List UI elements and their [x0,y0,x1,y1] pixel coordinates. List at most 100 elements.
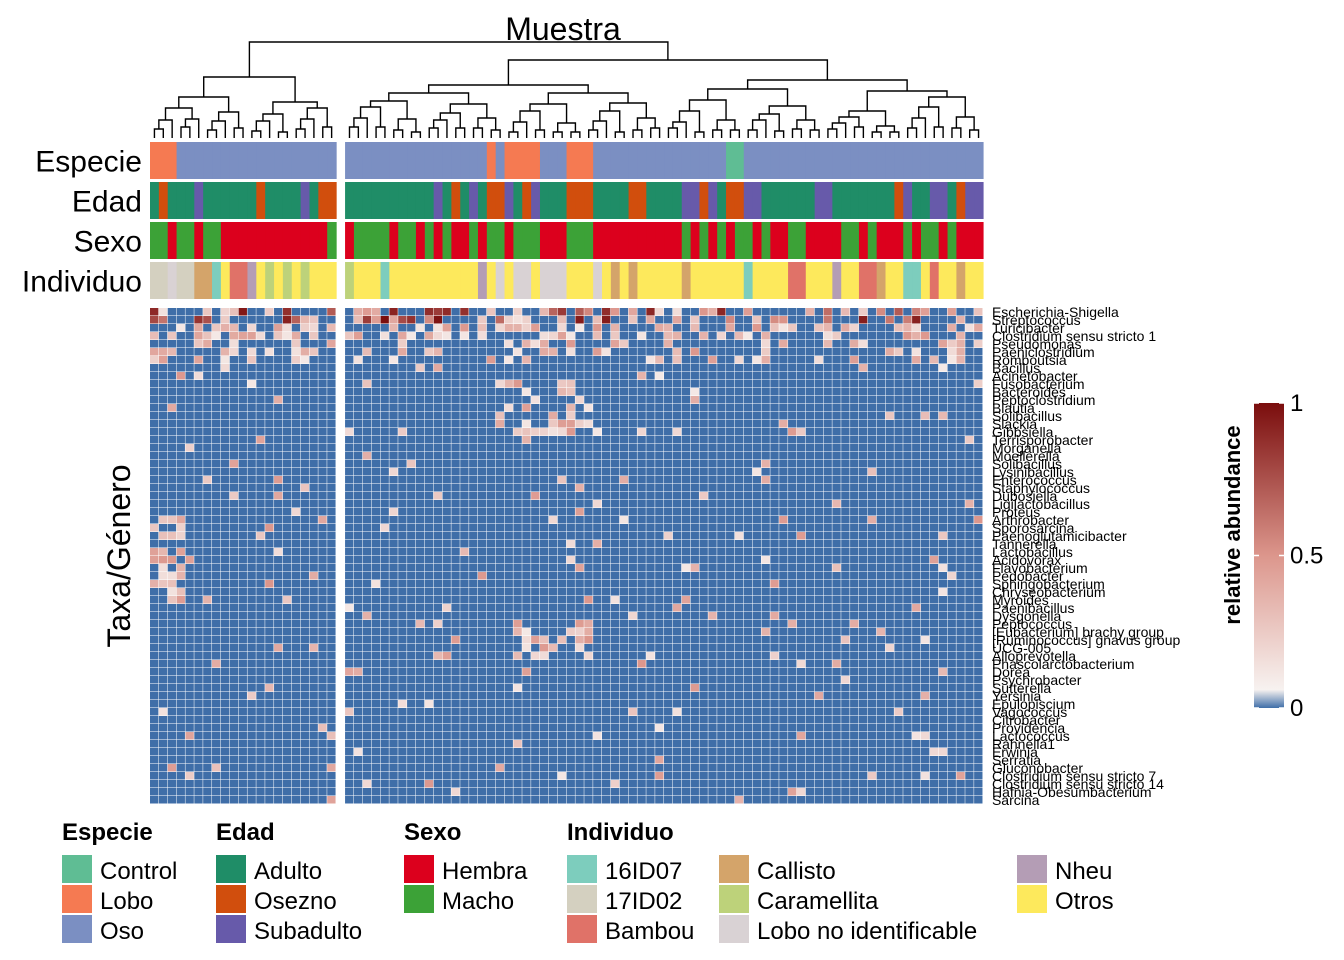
heatmap-cell [717,388,726,396]
heatmap-cell [690,524,699,532]
heatmap-cell [167,684,177,692]
heatmap-cell [150,468,159,476]
heatmap-cell [575,540,584,548]
heatmap-cell [903,660,912,668]
heatmap-cell [876,676,886,684]
heatmap-cell [770,340,779,348]
heatmap-cell [220,636,230,644]
heatmap-cell [938,372,948,380]
heatmap-cell [965,676,974,684]
heatmap-cell [920,620,930,628]
heatmap-cell [415,652,425,660]
heatmap-cell [761,612,770,620]
heatmap-cell [947,444,956,452]
heatmap-cell [247,404,256,412]
heatmap-cell [956,596,965,604]
heatmap-cell [903,668,912,676]
heatmap-cell [522,364,531,372]
heatmap-cell [664,324,673,332]
heatmap-cell [353,460,363,468]
heatmap-cell [779,396,788,404]
heatmap-cell [256,660,265,668]
heatmap-cell [850,652,859,660]
heatmap-cell [929,556,939,564]
heatmap-cell [522,380,531,388]
heatmap-cell [681,524,691,532]
heatmap-cell [362,652,372,660]
heatmap-cell [194,388,203,396]
heatmap-cell [690,548,699,556]
heatmap-cell [557,684,567,692]
heatmap-cell [947,572,956,580]
heatmap-cell [371,668,380,676]
heatmap-cell [734,628,744,636]
heatmap-cell [655,388,664,396]
heatmap-cell [433,316,443,324]
heatmap-cell [291,556,301,564]
heatmap-cell [212,428,221,436]
heatmap-cell [158,524,168,532]
heatmap-cell [664,364,673,372]
heatmap-cell [876,524,886,532]
heatmap-cell [362,404,372,412]
dendrogram-branch [295,128,306,138]
heatmap-cell [167,588,177,596]
dendrogram-branch [751,119,767,138]
track-cell [628,262,639,299]
track-cell [309,262,319,299]
heatmap-cell [451,596,460,604]
heatmap-cell [796,444,806,452]
heatmap-cell [407,556,416,564]
heatmap-cell [672,340,682,348]
heatmap-cell [212,636,221,644]
heatmap-cell [974,348,983,356]
track-cell [194,222,204,259]
heatmap-cell [788,524,797,532]
heatmap-cell [256,692,265,700]
heatmap-cell [832,436,841,444]
heatmap-cell [477,548,487,556]
heatmap-cell [761,620,770,628]
track-cell [415,262,426,299]
heatmap-cell [380,588,389,596]
heatmap-cell [300,428,309,436]
heatmap-cell [726,516,735,524]
heatmap-cell [894,444,903,452]
heatmap-cell [575,564,584,572]
track-cell [743,222,754,259]
heatmap-cell [761,428,770,436]
heatmap-cell [699,404,708,412]
heatmap-cell [974,668,983,676]
heatmap-cell [823,668,832,676]
heatmap-cell [779,356,788,364]
heatmap-cell [788,308,797,316]
heatmap-cell [717,668,726,676]
track-cell [451,182,461,219]
track-cell [247,182,257,219]
heatmap-cell [752,308,761,316]
heatmap-cell [814,356,823,364]
heatmap-cell [318,492,327,500]
heatmap-cell [929,540,939,548]
heatmap-cell [655,356,664,364]
heatmap-cell [664,348,673,356]
heatmap-cell [761,676,770,684]
track-cell [903,182,913,219]
heatmap-cell [664,540,673,548]
heatmap-cell [380,508,389,516]
heatmap-cell [424,588,434,596]
track-cell [176,182,187,219]
heatmap-cell [610,500,620,508]
heatmap-cell [894,380,903,388]
heatmap-cell [185,388,194,396]
heatmap-cell [584,572,593,580]
heatmap-cell [415,460,425,468]
heatmap-cell [841,412,850,420]
heatmap-cell [274,380,283,388]
heatmap-cell [734,652,744,660]
heatmap-cell [894,404,903,412]
track-cell [699,182,709,219]
heatmap-cell [858,308,868,316]
heatmap-cell [220,356,230,364]
track-cell [699,142,709,179]
